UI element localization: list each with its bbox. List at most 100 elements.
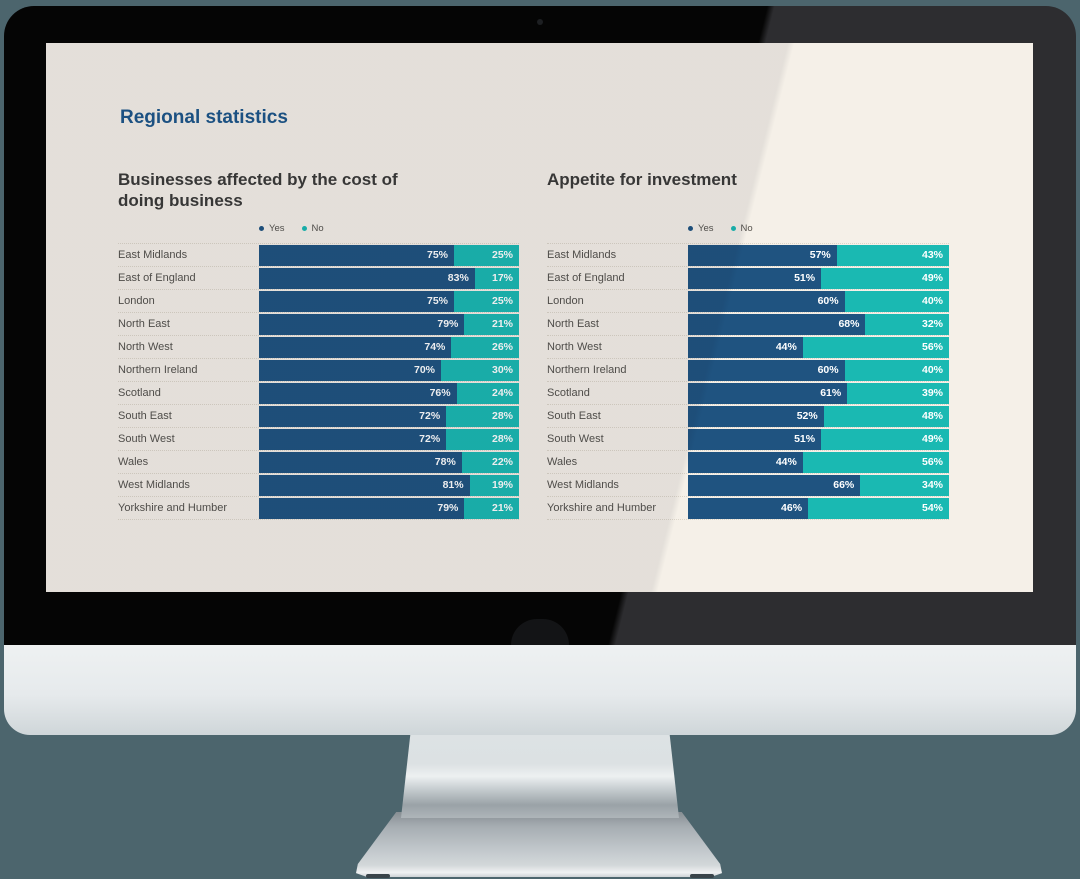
chart-row: North West 74% 26% bbox=[118, 335, 519, 358]
no-value: 43% bbox=[921, 249, 943, 261]
chart-row: Wales 44% 56% bbox=[547, 450, 949, 473]
stacked-bar: 51% 49% bbox=[688, 267, 949, 289]
yes-bar-segment: 44% bbox=[688, 451, 803, 473]
yes-bar-segment: 44% bbox=[688, 336, 803, 358]
chart-cost-of-doing-business: Businesses affected by the cost of doing… bbox=[118, 169, 519, 520]
no-value: 56% bbox=[921, 341, 943, 353]
chart-row: South West 72% 28% bbox=[118, 427, 519, 450]
stacked-bar: 61% 39% bbox=[688, 382, 949, 404]
chart-row: Scotland 61% 39% bbox=[547, 381, 949, 404]
stacked-bar: 72% 28% bbox=[259, 428, 519, 450]
stand-foot-pad-right bbox=[690, 874, 714, 878]
stacked-bar: 78% 22% bbox=[259, 451, 519, 473]
yes-bar-segment: 72% bbox=[259, 428, 447, 450]
category-label: Scotland bbox=[547, 387, 590, 399]
yes-bar-segment: 66% bbox=[688, 474, 861, 496]
stacked-bar: 57% 43% bbox=[688, 244, 949, 266]
yes-bar-segment: 78% bbox=[259, 451, 462, 473]
chart-row: Wales 78% 22% bbox=[118, 450, 519, 473]
yes-bar-segment: 79% bbox=[259, 313, 465, 335]
chart-row: South East 52% 48% bbox=[547, 404, 949, 427]
stacked-bar: 44% 56% bbox=[688, 336, 949, 358]
yes-value: 75% bbox=[426, 249, 448, 261]
webcam-icon bbox=[537, 19, 543, 25]
no-bar-segment: 26% bbox=[451, 336, 519, 358]
category-label: Yorkshire and Humber bbox=[547, 502, 657, 514]
no-bar-segment: 21% bbox=[464, 313, 519, 335]
category-label: North West bbox=[547, 341, 602, 353]
no-value: 22% bbox=[491, 456, 513, 468]
no-value: 19% bbox=[491, 479, 513, 491]
stacked-bar: 72% 28% bbox=[259, 405, 519, 427]
stacked-bar: 79% 21% bbox=[259, 497, 519, 519]
no-value: 25% bbox=[491, 249, 513, 261]
no-value: 54% bbox=[921, 502, 943, 514]
chart-title: Businesses affected by the cost of doing… bbox=[118, 170, 398, 210]
chart-row: West Midlands 81% 19% bbox=[118, 473, 519, 496]
screen: Regional statistics Businesses affected … bbox=[46, 43, 1033, 592]
no-value: 25% bbox=[491, 295, 513, 307]
yes-value: 61% bbox=[820, 387, 842, 399]
stacked-bar: 74% 26% bbox=[259, 336, 519, 358]
yes-value: 72% bbox=[419, 410, 441, 422]
chart-row: North East 68% 32% bbox=[547, 312, 949, 335]
yes-value: 76% bbox=[429, 387, 451, 399]
legend-item-no: No bbox=[730, 223, 753, 234]
chart-row: Northern Ireland 60% 40% bbox=[547, 358, 949, 381]
monitor-stand-base bbox=[356, 812, 722, 877]
yes-bar-segment: 75% bbox=[259, 290, 454, 312]
yes-value: 46% bbox=[781, 502, 803, 514]
no-bar-segment: 49% bbox=[821, 428, 949, 450]
hinge-shadow bbox=[511, 619, 569, 645]
chart-row: North East 79% 21% bbox=[118, 312, 519, 335]
yes-bar-segment: 60% bbox=[688, 359, 845, 381]
legend-item-no: No bbox=[301, 223, 324, 234]
yes-value: 51% bbox=[794, 433, 816, 445]
legend-item-yes: Yes bbox=[259, 223, 285, 234]
yes-value: 74% bbox=[424, 341, 446, 353]
category-label: Wales bbox=[547, 456, 578, 468]
chart-row: East of England 51% 49% bbox=[547, 266, 949, 289]
no-value: 28% bbox=[491, 433, 513, 445]
no-value: 24% bbox=[491, 387, 513, 399]
no-bar-segment: 43% bbox=[836, 244, 949, 266]
page-title: Regional statistics bbox=[120, 107, 288, 128]
category-label: South East bbox=[118, 410, 172, 422]
stacked-bar: 51% 49% bbox=[688, 428, 949, 450]
category-label: Northern Ireland bbox=[118, 364, 198, 376]
no-legend-dot-icon bbox=[301, 225, 307, 231]
no-bar-segment: 25% bbox=[454, 244, 519, 266]
yes-legend-dot-icon bbox=[688, 225, 693, 231]
chart-row: East Midlands 75% 25% bbox=[118, 243, 519, 266]
category-label: East Midlands bbox=[547, 249, 617, 261]
yes-value: 52% bbox=[796, 410, 818, 422]
stacked-bar: 70% 30% bbox=[259, 359, 519, 381]
no-bar-segment: 54% bbox=[808, 497, 949, 519]
no-bar-segment: 49% bbox=[821, 267, 949, 289]
category-label: East Midlands bbox=[118, 249, 188, 261]
yes-value: 66% bbox=[833, 479, 855, 491]
no-value: 21% bbox=[491, 502, 513, 514]
chart-rows: East Midlands 75% 25% East of England 83% 17%… bbox=[118, 243, 519, 520]
no-value: 56% bbox=[921, 456, 943, 468]
stacked-bar: 46% 54% bbox=[688, 497, 949, 519]
no-bar-segment: 25% bbox=[454, 290, 519, 312]
yes-value: 75% bbox=[426, 295, 448, 307]
yes-bar-segment: 46% bbox=[688, 497, 809, 519]
no-bar-segment: 24% bbox=[456, 382, 519, 404]
yes-bar-segment: 83% bbox=[259, 267, 475, 289]
no-legend-dot-icon bbox=[730, 225, 736, 231]
yes-bar-segment: 70% bbox=[259, 359, 441, 381]
category-label: Yorkshire and Humber bbox=[118, 502, 228, 514]
yes-value: 72% bbox=[419, 433, 441, 445]
chart-row: West Midlands 66% 34% bbox=[547, 473, 949, 496]
yes-value: 79% bbox=[437, 318, 459, 330]
stacked-bar: 52% 48% bbox=[688, 405, 949, 427]
no-bar-segment: 28% bbox=[446, 405, 519, 427]
no-bar-segment: 17% bbox=[474, 267, 519, 289]
no-value: 49% bbox=[921, 433, 943, 445]
yes-value: 51% bbox=[794, 272, 816, 284]
no-value: 39% bbox=[921, 387, 943, 399]
stacked-bar: 81% 19% bbox=[259, 474, 519, 496]
